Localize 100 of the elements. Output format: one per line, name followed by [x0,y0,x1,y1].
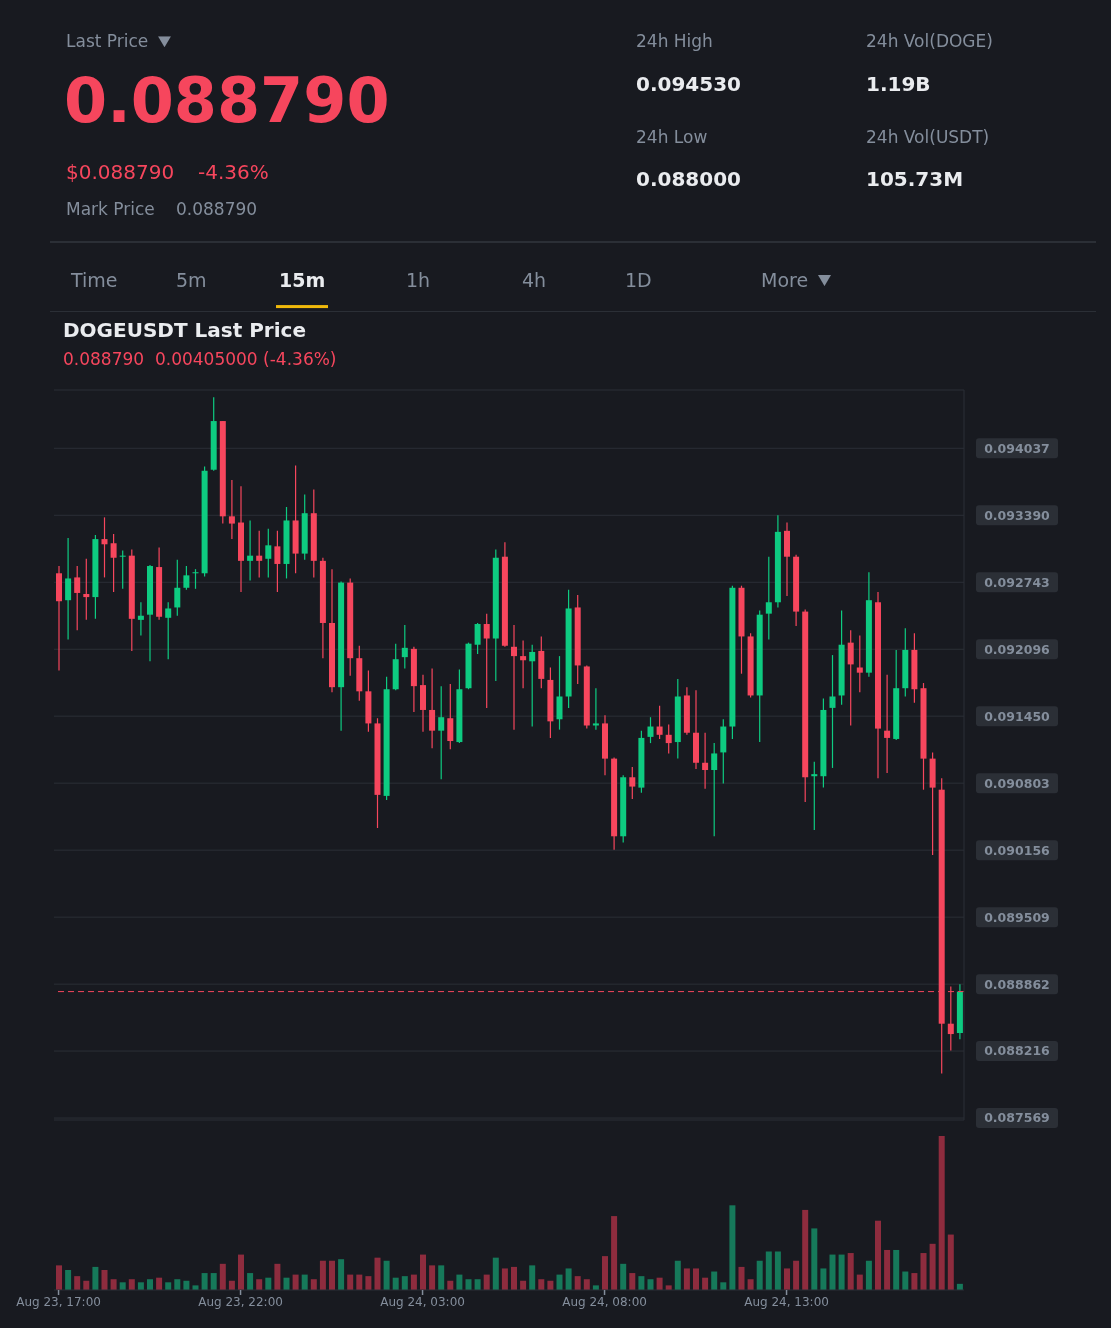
bar [602,1256,608,1290]
bar [511,1266,517,1290]
y-tick-label: 0.092096 [984,641,1051,657]
candlestick [256,530,263,579]
bar [383,1260,390,1290]
candlestick [629,766,636,800]
text: Time [71,269,118,292]
bar [420,1254,426,1290]
bar [674,1260,681,1290]
text: 0.094530 [636,71,742,96]
bar [310,1279,317,1290]
candlestick [592,687,599,731]
bar [693,1268,699,1290]
x-tick-label: Aug 24, 13:00 [744,1295,829,1309]
bar [274,1263,281,1290]
candlestick [529,644,536,728]
x-tick-label: Aug 24, 03:00 [380,1295,465,1309]
candlestick [65,537,72,641]
y-tick-label: 0.089509 [984,909,1050,925]
bar [738,1266,745,1290]
bar [329,1260,335,1290]
bar [538,1279,545,1290]
bar [356,1274,363,1290]
bar [401,1276,408,1290]
y-tick-label: 0.088216 [984,1043,1051,1059]
bar [911,1273,918,1290]
text: More [761,269,809,292]
bar [74,1276,81,1290]
candlestick [274,530,281,593]
y-tick-label: 0.093390 [984,507,1051,523]
bar [429,1265,436,1290]
candlestick [656,705,663,740]
bar [583,1279,590,1290]
y-tick-label: 0.094037 [984,440,1050,456]
bar [574,1276,581,1290]
candlestick [511,624,517,731]
y-tick-label: 0.090803 [984,775,1050,791]
candlestick [474,622,481,655]
bar [529,1265,536,1290]
candlestick [174,559,181,617]
candlestick [228,479,235,540]
bar [756,1260,763,1290]
bar [119,1282,126,1290]
bar [629,1273,636,1290]
bar [683,1268,690,1290]
bar [483,1274,490,1290]
x-tick-label: Aug 23, 17:00 [16,1295,101,1309]
text: 0.088000 [636,166,742,191]
bar [765,1251,772,1290]
text: 1D [625,269,652,292]
y-tick-label: 0.092743 [984,574,1050,590]
bar [856,1274,863,1290]
bar [611,1216,618,1290]
candlestick [183,565,190,591]
bar [210,1273,217,1290]
text: 24h Low [636,127,708,148]
bar [174,1279,181,1290]
x-tick-label: Aug 24, 08:00 [562,1295,647,1309]
bar [110,1279,117,1290]
bar [729,1205,736,1290]
candlestick [83,558,90,621]
candlestick [101,516,108,579]
candlestick [110,533,117,593]
text: 15m [279,269,326,292]
candlestick [765,556,772,641]
bar [128,1279,135,1290]
bar [374,1257,381,1290]
text: Mark Price [66,199,155,220]
bar [247,1273,254,1290]
bar [56,1265,62,1290]
bar [201,1273,208,1290]
candlestick [192,568,199,590]
candlestick [665,723,672,755]
y-tick-label: 0.088862 [984,976,1050,992]
bar [938,1136,945,1290]
text: $0.088790 [66,159,175,184]
text: -4.36% [198,159,269,184]
bar [875,1220,881,1290]
bar [838,1254,845,1290]
text: 1.19B [866,71,931,96]
bar [219,1263,226,1290]
candlestick [856,634,863,693]
text: 5m [176,269,207,292]
bar [565,1268,572,1290]
text: 0.088790 [176,199,258,220]
bar [811,1228,818,1290]
bar [410,1274,417,1290]
x-tick-label: Aug 23, 22:00 [198,1295,283,1309]
candlestick [520,639,527,689]
bar [865,1260,872,1290]
bar [365,1276,372,1290]
bar [501,1268,508,1290]
bar [929,1243,936,1290]
chart-subtitle: 0.088790 0.00405000 (-4.36%) [63,349,337,369]
bar [492,1257,499,1290]
candlestick [483,613,490,709]
bar [829,1254,836,1290]
candlestick [556,655,563,731]
text: Last Price [66,31,149,52]
bar [920,1253,927,1290]
